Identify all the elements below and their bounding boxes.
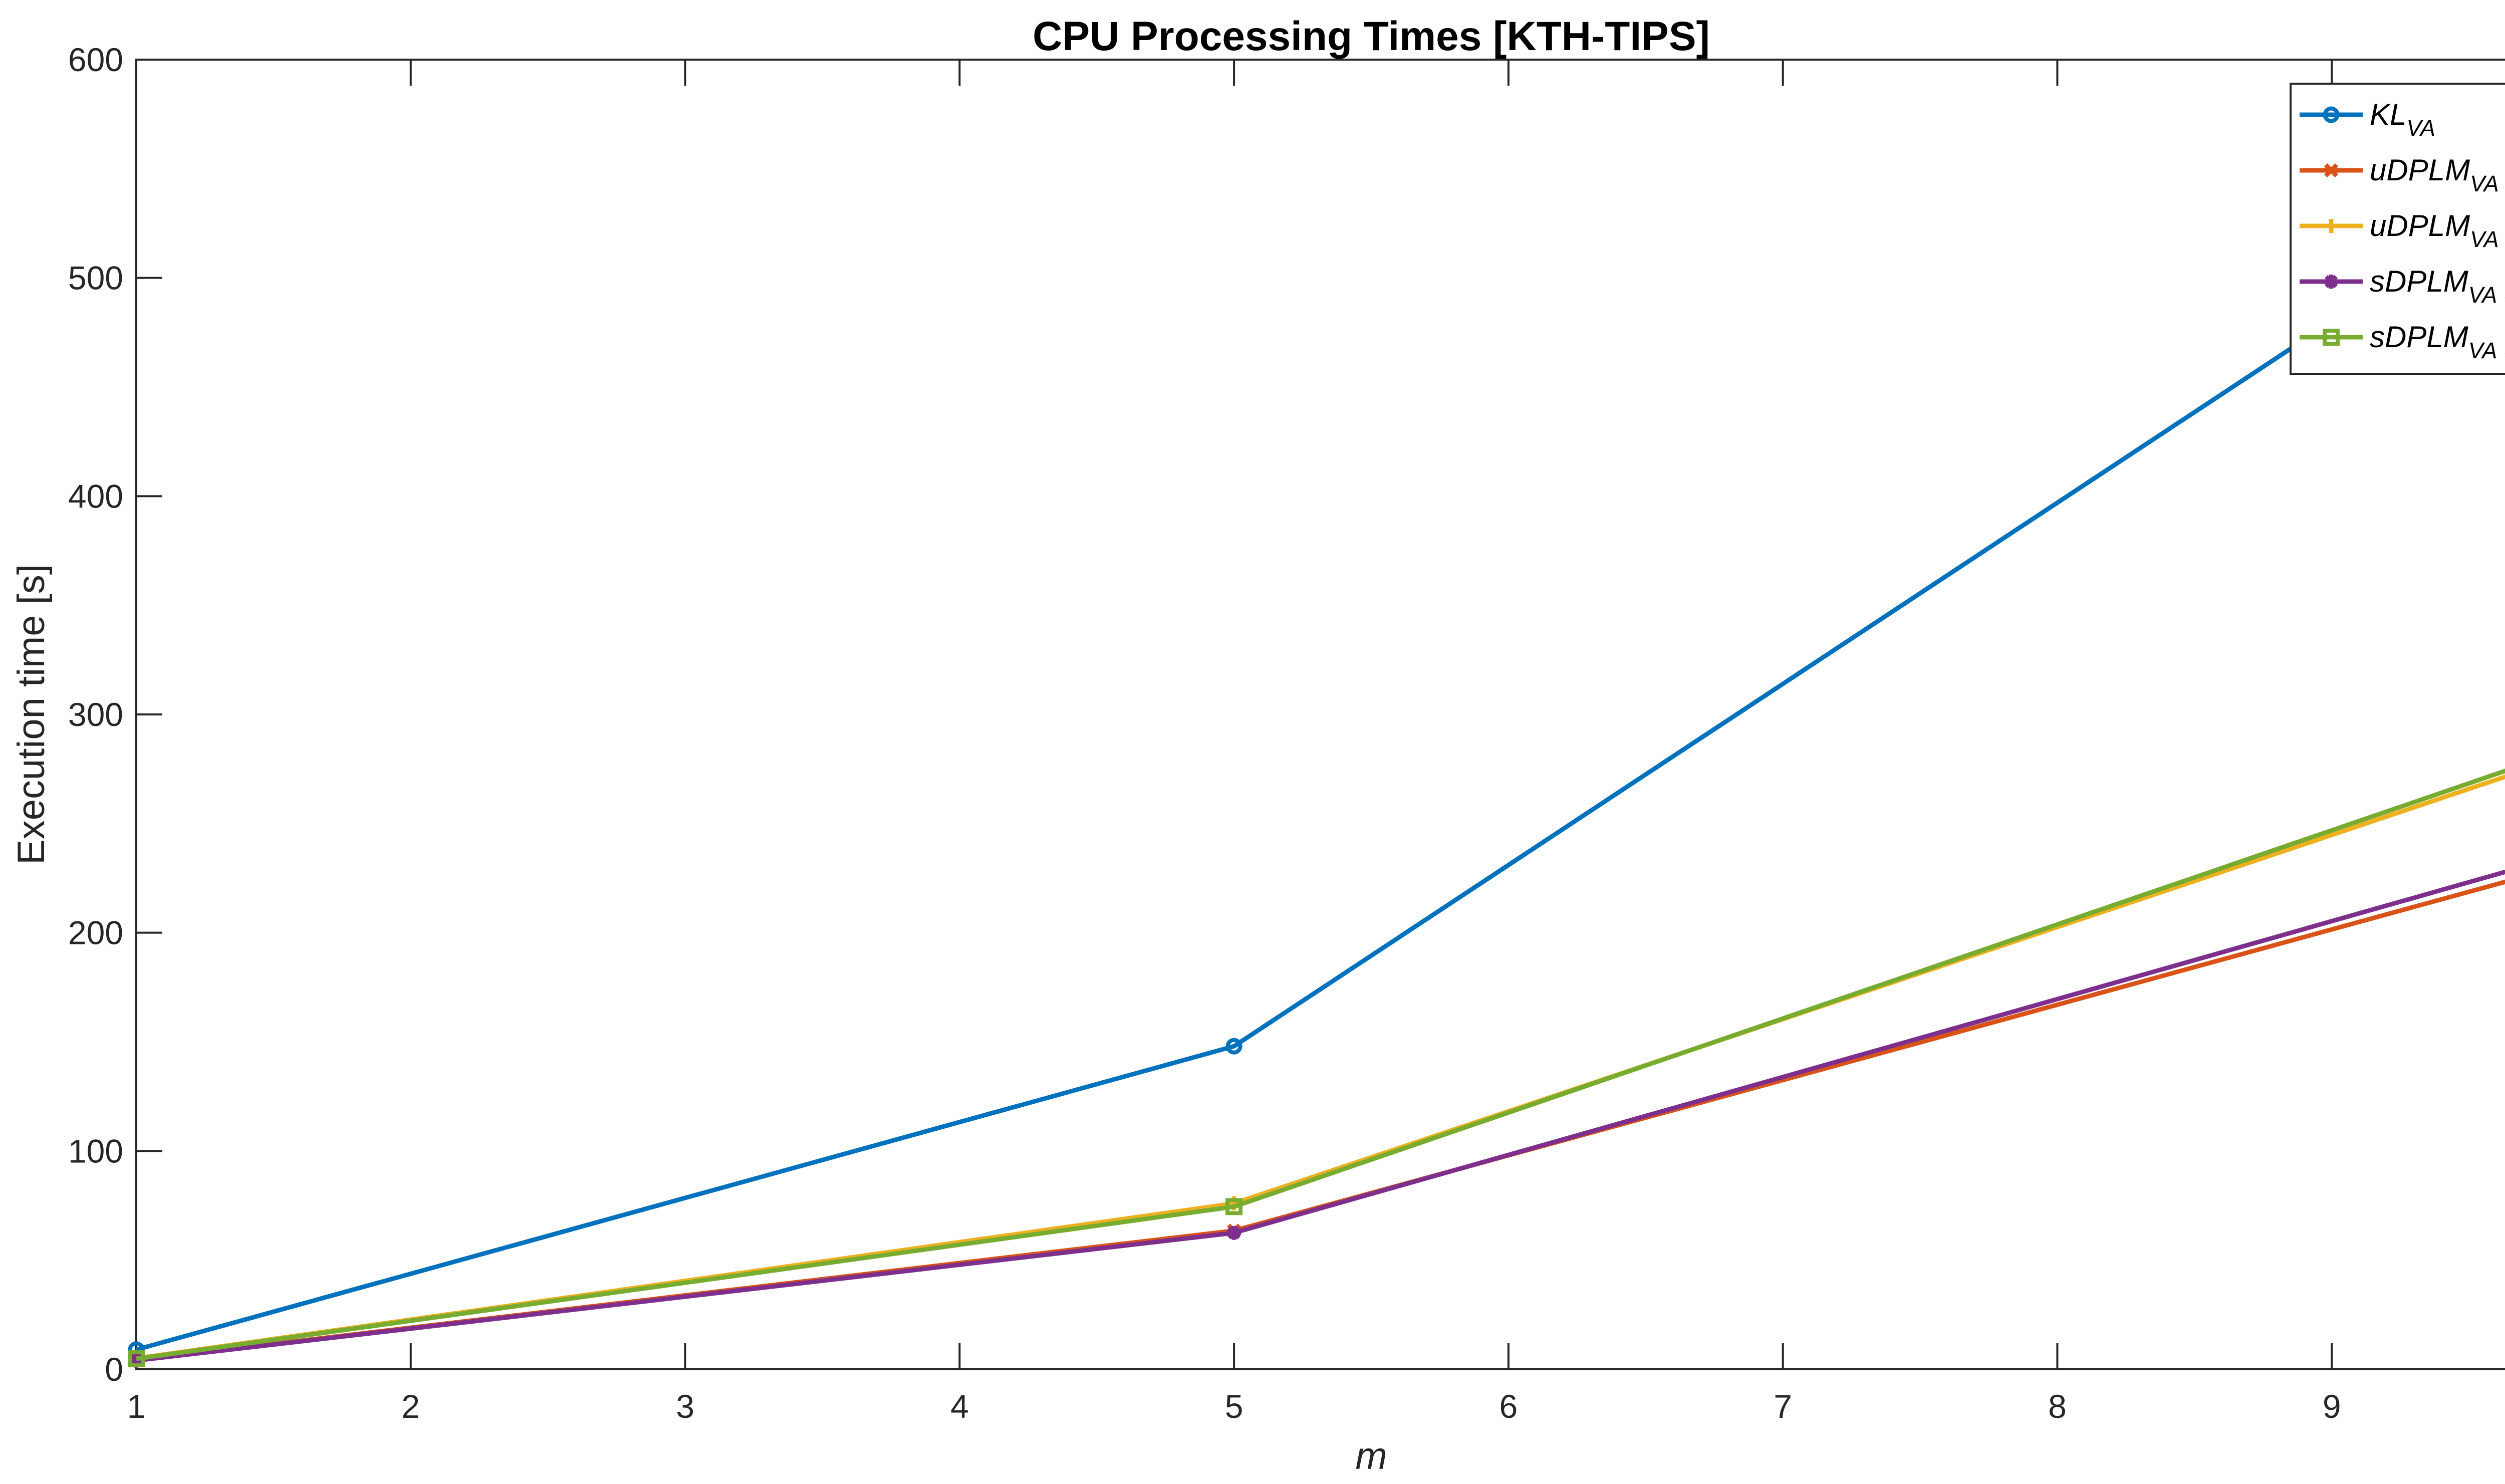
x-tick-label: 2 xyxy=(401,1388,420,1425)
x-tick-label: 1 xyxy=(127,1388,146,1425)
marker-asterisk xyxy=(2324,275,2338,289)
y-tick-label: 600 xyxy=(68,41,123,78)
x-tick-label: 4 xyxy=(950,1388,969,1425)
series-line xyxy=(136,774,2505,1361)
legend-label: sDPLMVA [l=5] xyxy=(2370,265,2505,308)
marker-asterisk xyxy=(1227,1225,1241,1240)
legend: KLVA uDPLMVA [l=5] uDPLMVA [l=7] sDPLMVA [l… xyxy=(2290,83,2505,375)
marker-plus xyxy=(2324,219,2338,233)
legend-entry: uDPLMVA [l=7] xyxy=(2300,209,2505,252)
legend-label: sDPLMVA [l=7] xyxy=(2370,320,2505,363)
y-tick-label: 500 xyxy=(68,260,123,297)
x-tick-label: 6 xyxy=(1499,1388,1518,1425)
legend-box xyxy=(2290,83,2505,375)
y-axis-label: Execution time [s] xyxy=(10,564,53,865)
marker-x xyxy=(2324,163,2339,178)
ticks: 123456789100100200300400500600 xyxy=(68,41,2341,1425)
legend-entry: sDPLMVA [l=7] xyxy=(2300,320,2505,363)
x-tick-label: 7 xyxy=(1774,1388,1792,1425)
y-tick-label: 200 xyxy=(68,914,123,951)
series-line xyxy=(135,204,2505,1352)
series-KL xyxy=(128,204,2505,1358)
y-tick-label: 0 xyxy=(105,1351,123,1388)
plot-area: 123456789100100200300400500600KLVAuDPLMV… xyxy=(68,41,2505,1425)
marker-circle xyxy=(1225,1038,1242,1055)
series-sDPLMl5 xyxy=(129,869,2505,1368)
series-uDPLMl5 xyxy=(129,879,2505,1367)
marker-asterisk xyxy=(129,1353,143,1368)
legend-entry: uDPLMVA [l=5] xyxy=(2300,153,2505,196)
legend-entry: sDPLMVA [l=5] xyxy=(2300,265,2505,308)
series-line xyxy=(136,869,2505,1363)
series-sDPLMl7 xyxy=(128,769,2505,1368)
marker-square xyxy=(128,1350,145,1368)
y-tick-label: 400 xyxy=(68,477,123,515)
legend-entry: KLVA xyxy=(2300,98,2435,141)
legend-label: uDPLMVA [l=5] xyxy=(2370,153,2505,196)
x-tick-label: 8 xyxy=(2048,1388,2067,1425)
marker-circle xyxy=(2323,106,2340,123)
x-axis-label: m xyxy=(1355,1435,1387,1477)
x-tick-label: 9 xyxy=(2323,1388,2341,1425)
legend-label: KLVA xyxy=(2370,98,2435,141)
x-tick-label: 5 xyxy=(1225,1388,1243,1425)
series-line xyxy=(136,879,2505,1363)
x-tick-label: 3 xyxy=(676,1388,694,1425)
legend-label: uDPLMVA [l=7] xyxy=(2370,209,2505,252)
y-tick-label: 300 xyxy=(68,696,123,733)
y-tick-label: 100 xyxy=(68,1132,123,1169)
chart-title: CPU Processing Times [KTH-TIPS] xyxy=(1033,14,1710,59)
series-uDPLMl7 xyxy=(129,774,2505,1366)
marker-square xyxy=(1225,1198,1243,1215)
series-line xyxy=(136,769,2505,1361)
marker-square xyxy=(2323,329,2340,346)
